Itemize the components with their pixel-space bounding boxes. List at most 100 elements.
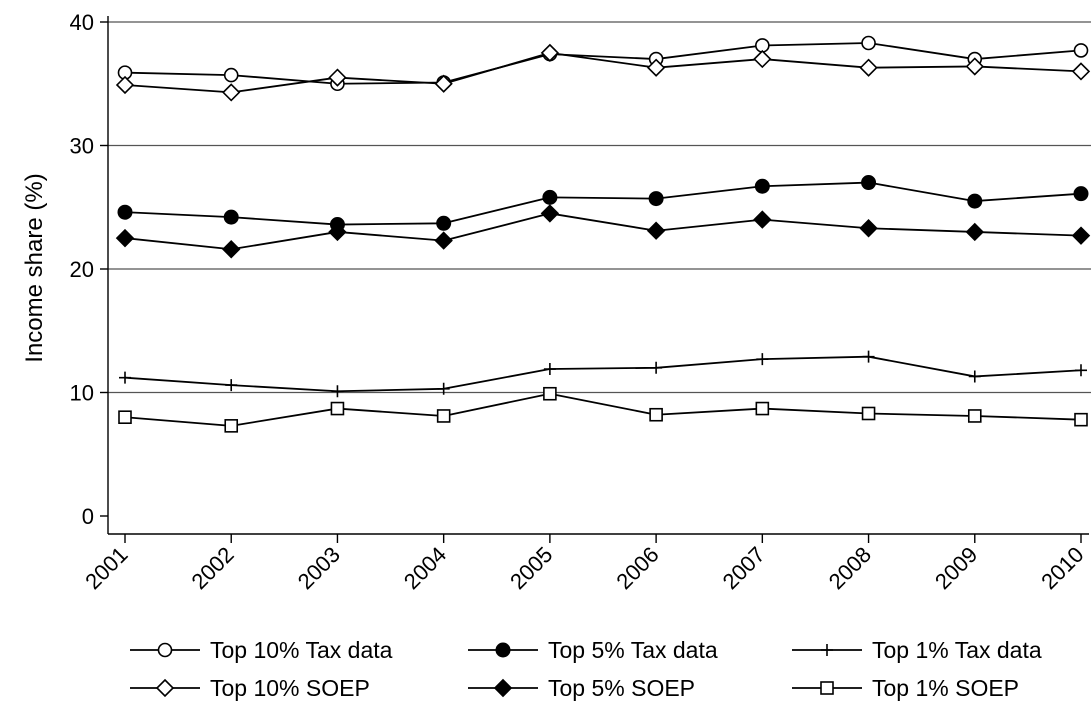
series-top-1-tax-data: [119, 350, 1087, 398]
series-top-10-soep: [115, 43, 1091, 102]
series-top-5-tax-data: [117, 175, 1089, 233]
point-top-5-soep-2007: [753, 210, 772, 229]
point-top-1-tax-data-2009: [968, 370, 981, 383]
series-line-top-10-soep: [124, 51, 1082, 94]
point-top-5-soep-2004: [434, 231, 453, 250]
legend-marker-top-5-tax-data: [495, 642, 511, 658]
point-top-5-tax-data-2010: [1073, 186, 1089, 202]
legend-marker-top-10-soep: [155, 678, 175, 698]
point-top-5-soep-2005: [540, 204, 560, 223]
series-line-top-5-tax-data: [124, 181, 1082, 226]
point-top-1-tax-data-2001: [119, 371, 131, 384]
x-tick-label-2007: 2007: [718, 542, 770, 594]
point-top-5-tax-data-2004: [436, 215, 452, 231]
point-top-5-soep-2003: [328, 222, 347, 242]
point-top-5-tax-data-2009: [967, 193, 983, 209]
y-tick-label-0: 0: [82, 504, 94, 529]
point-top-10-tax-data-2010: [1073, 43, 1089, 58]
y-tick-label-10: 10: [70, 381, 94, 406]
y-tick-label-40: 40: [70, 10, 94, 35]
point-top-1-soep-2001: [118, 410, 132, 425]
legend-item-top-5-soep: Top 5% SOEP: [468, 675, 695, 701]
x-tick-label-2006: 2006: [611, 542, 663, 594]
legend-label-top-1-soep: Top 1% SOEP: [872, 675, 1019, 701]
point-top-5-soep-2009: [965, 222, 984, 242]
point-top-1-tax-data-2010: [1075, 364, 1087, 377]
x-tick-label-2010: 2010: [1036, 542, 1088, 594]
point-top-10-soep-2004: [434, 74, 453, 93]
series-top-5-soep: [115, 204, 1091, 259]
point-top-5-soep-2001: [115, 228, 135, 248]
point-top-1-soep-2007: [755, 401, 770, 416]
legend-marker-top-5-soep: [493, 678, 513, 698]
point-top-1-soep-2003: [330, 401, 345, 416]
point-top-10-soep-2003: [328, 68, 347, 87]
legend-label-top-5-tax-data: Top 5% Tax data: [548, 637, 718, 663]
legend-marker-top-1-tax-data: [821, 644, 833, 656]
gridlines: [108, 21, 1091, 394]
legend-label-top-1-tax-data: Top 1% Tax data: [872, 637, 1042, 663]
x-tick-label-2004: 2004: [399, 542, 451, 594]
point-top-5-tax-data-2008: [861, 175, 877, 191]
point-top-10-tax-data-2002: [223, 67, 239, 83]
legend-label-top-10-tax-data: Top 10% Tax data: [210, 637, 393, 663]
point-top-10-soep-2005: [540, 43, 560, 63]
point-top-10-soep-2010: [1071, 62, 1091, 81]
point-top-5-tax-data-2006: [648, 191, 664, 207]
legend-item-top-1-soep: Top 1% SOEP: [792, 675, 1019, 701]
point-top-1-tax-data-2004: [437, 382, 450, 395]
point-top-5-soep-2006: [646, 221, 666, 240]
point-top-1-soep-2004: [436, 409, 451, 423]
point-top-1-soep-2005: [543, 386, 557, 401]
point-top-1-tax-data-2003: [331, 385, 344, 398]
point-top-1-soep-2010: [1074, 412, 1088, 427]
series-line-top-1-tax-data: [124, 355, 1082, 393]
axes: 0 10 20 30 40 2001 2002 2003 2004 2005 2006 2007 200…: [70, 10, 1089, 594]
point-top-10-soep-2002: [222, 83, 241, 102]
point-top-1-soep-2009: [967, 409, 982, 423]
legend-item-top-10-tax-data: Top 10% Tax data: [130, 637, 393, 663]
x-tick-label-2008: 2008: [824, 542, 876, 594]
y-axis-label: Income share (%): [21, 173, 48, 362]
x-tick-label-2003: 2003: [293, 542, 345, 594]
point-top-1-tax-data-2005: [543, 363, 556, 376]
point-top-1-tax-data-2002: [225, 379, 238, 392]
series-line-top-10-tax-data: [124, 42, 1082, 85]
point-top-5-soep-2002: [222, 240, 241, 259]
point-top-1-soep-2008: [861, 406, 876, 421]
y-tick-label-30: 30: [70, 134, 94, 159]
point-top-1-tax-data-2008: [862, 350, 875, 363]
point-top-10-soep-2007: [753, 49, 772, 69]
x-tick-label-2009: 2009: [930, 542, 982, 594]
point-top-10-soep-2001: [115, 75, 135, 95]
point-top-10-soep-2008: [859, 58, 878, 77]
point-top-5-tax-data-2001: [117, 204, 133, 220]
point-top-5-tax-data-2007: [754, 178, 770, 194]
legend-marker-top-10-tax-data: [157, 642, 173, 658]
legend: Top 10% Tax data Top 5% Tax data Top 1% Ta…: [130, 637, 1042, 701]
point-top-1-tax-data-2007: [756, 353, 769, 366]
point-top-5-soep-2008: [859, 219, 878, 238]
series-lines: [115, 35, 1091, 433]
y-tick-label-20: 20: [70, 257, 94, 282]
legend-label-top-10-soep: Top 10% SOEP: [210, 675, 370, 701]
legend-marker-top-1-soep: [820, 681, 834, 695]
point-top-5-tax-data-2002: [223, 209, 239, 225]
x-tick-label-2005: 2005: [505, 542, 557, 594]
point-top-10-soep-2006: [646, 58, 666, 77]
legend-item-top-1-tax-data: Top 1% Tax data: [792, 637, 1042, 663]
x-tick-label-2001: 2001: [80, 542, 132, 594]
series-top-1-soep: [118, 386, 1088, 433]
point-top-5-soep-2010: [1071, 226, 1091, 245]
point-top-10-soep-2009: [965, 57, 984, 76]
legend-label-top-5-soep: Top 5% SOEP: [548, 675, 695, 701]
series-line-top-5-soep: [124, 212, 1082, 251]
series-line-top-1-soep: [124, 392, 1082, 427]
point-top-10-tax-data-2008: [861, 35, 876, 51]
point-top-1-soep-2002: [224, 419, 239, 433]
point-top-5-tax-data-2005: [542, 189, 558, 205]
point-top-1-soep-2006: [649, 407, 663, 422]
legend-item-top-10-soep: Top 10% SOEP: [130, 675, 370, 701]
x-tick-label-2002: 2002: [186, 542, 238, 594]
